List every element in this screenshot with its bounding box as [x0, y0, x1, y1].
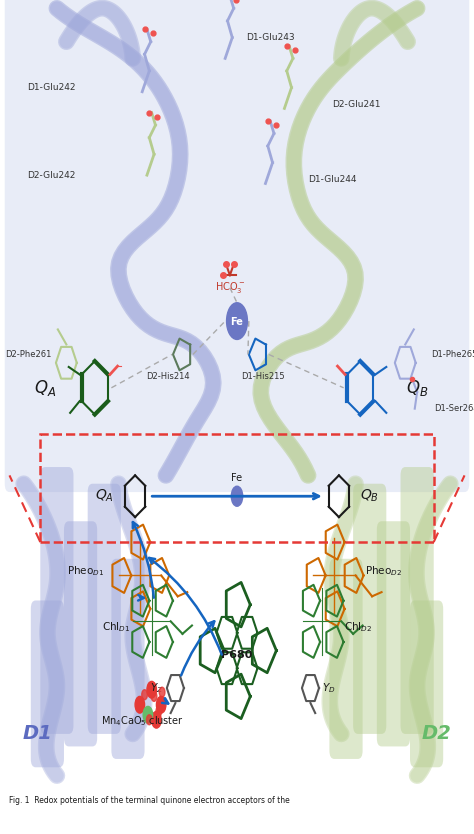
Text: D1-Glu244: D1-Glu244	[308, 175, 356, 183]
Text: D1-Phe265: D1-Phe265	[431, 350, 474, 359]
FancyBboxPatch shape	[88, 484, 121, 734]
Circle shape	[142, 690, 147, 700]
Text: $Q_B$: $Q_B$	[406, 378, 428, 398]
Text: D1-His215: D1-His215	[241, 373, 285, 381]
Text: D2-Phe261: D2-Phe261	[5, 350, 52, 359]
FancyBboxPatch shape	[111, 559, 145, 759]
Text: P680: P680	[221, 650, 253, 660]
FancyBboxPatch shape	[377, 521, 410, 746]
Text: D1-Glu242: D1-Glu242	[27, 83, 76, 92]
FancyBboxPatch shape	[40, 467, 73, 734]
Text: $Q_A$: $Q_A$	[34, 378, 56, 398]
Circle shape	[159, 687, 165, 697]
Text: D2-Glu242: D2-Glu242	[27, 171, 76, 179]
Text: D1: D1	[23, 725, 53, 743]
Text: $Y_Z$: $Y_Z$	[150, 681, 164, 695]
Text: Mn$_4$CaO$_5$ cluster: Mn$_4$CaO$_5$ cluster	[101, 715, 183, 728]
Text: Chl$_{D1}$: Chl$_{D1}$	[102, 620, 130, 634]
Text: D1-Ser264: D1-Ser264	[434, 404, 474, 413]
Bar	[40, 434, 434, 542]
FancyBboxPatch shape	[31, 600, 64, 767]
Circle shape	[151, 691, 157, 701]
FancyBboxPatch shape	[353, 484, 386, 734]
Text: Chl$_{D2}$: Chl$_{D2}$	[344, 620, 372, 634]
Text: Pheo$_{D2}$: Pheo$_{D2}$	[365, 565, 402, 578]
Text: $Q_A$: $Q_A$	[95, 488, 114, 505]
Text: Fe: Fe	[230, 317, 244, 327]
Circle shape	[156, 706, 162, 716]
Text: Fig. 1  Redox potentials of the terminal quinone electron acceptors of the: Fig. 1 Redox potentials of the terminal …	[9, 796, 290, 805]
Circle shape	[146, 715, 152, 725]
Text: $Q_B$: $Q_B$	[360, 488, 379, 505]
Text: Pheo$_{D1}$: Pheo$_{D1}$	[67, 565, 104, 578]
Circle shape	[143, 706, 153, 723]
FancyBboxPatch shape	[401, 467, 434, 734]
Circle shape	[231, 486, 243, 506]
Circle shape	[147, 681, 156, 698]
FancyBboxPatch shape	[5, 0, 469, 492]
Text: HCO$_3^-$: HCO$_3^-$	[215, 280, 245, 295]
Text: D2-His214: D2-His214	[146, 373, 190, 381]
FancyBboxPatch shape	[64, 521, 97, 746]
Circle shape	[135, 696, 145, 713]
Text: $Y_D$: $Y_D$	[322, 681, 336, 695]
Circle shape	[152, 711, 161, 728]
Text: D2: D2	[421, 725, 451, 743]
Text: D1-Glu243: D1-Glu243	[246, 33, 295, 42]
Text: D2-Glu241: D2-Glu241	[332, 100, 380, 108]
Text: Fe: Fe	[231, 473, 243, 483]
Circle shape	[227, 303, 247, 339]
FancyBboxPatch shape	[410, 600, 443, 767]
Circle shape	[156, 696, 166, 713]
FancyBboxPatch shape	[329, 559, 363, 759]
